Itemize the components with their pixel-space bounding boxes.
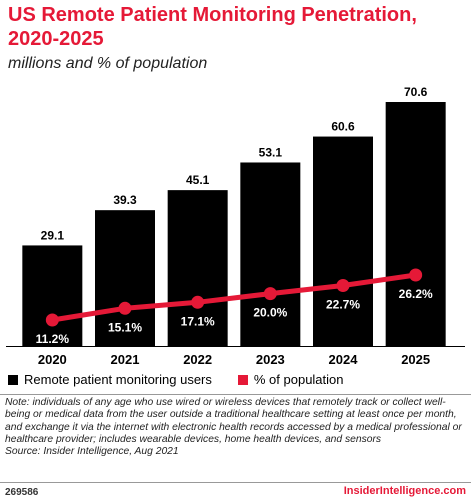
divider-bottom xyxy=(0,482,471,483)
divider-top xyxy=(0,394,471,395)
bar-2025 xyxy=(385,102,446,346)
bar-2023 xyxy=(240,162,301,346)
x-tick-label: 2022 xyxy=(183,352,212,367)
bar-2021 xyxy=(95,210,155,346)
chart-plot: 29.1 2020 39.3 2021 45.1 2022 53.1 2023 60.6 2024… xyxy=(6,85,465,367)
x-tick-label: 2020 xyxy=(38,352,67,367)
line-series-percent xyxy=(51,272,417,323)
line-value-label: 11.2% xyxy=(36,332,70,346)
bar-2024 xyxy=(313,136,373,346)
bar-value-label: 60.6 xyxy=(331,120,355,134)
line-value-label: 20.0% xyxy=(253,306,287,320)
bar-value-label: 45.1 xyxy=(186,173,210,187)
bar-2020 xyxy=(22,245,83,346)
line-point-2023 xyxy=(263,287,277,301)
chart-subtitle: millions and % of population xyxy=(8,55,208,72)
bar-value-label: 39.3 xyxy=(113,193,137,207)
chart-title: US Remote Patient Monitoring Penetration… xyxy=(8,4,417,50)
x-tick-label: 2025 xyxy=(401,352,430,367)
bar-value-label: 29.1 xyxy=(41,228,65,242)
x-tick-label: 2023 xyxy=(256,352,285,367)
line-point-2025 xyxy=(409,268,423,282)
legend-label-bars: Remote patient monitoring users xyxy=(24,372,212,387)
legend-label-line: % of population xyxy=(253,372,344,387)
bar-2022 xyxy=(167,190,228,346)
line-point-2021 xyxy=(118,301,132,315)
line-point-2022 xyxy=(191,295,205,309)
chart-id: 269586 xyxy=(5,487,39,498)
line-point-2020 xyxy=(45,313,59,327)
source-text: Source: Insider Intelligence, Aug 2021 xyxy=(5,446,179,458)
bar-value-label: 53.1 xyxy=(259,145,283,159)
x-tick-label: 2021 xyxy=(111,352,140,367)
legend-item-bars: Remote patient monitoring users xyxy=(8,372,212,387)
brand-link[interactable]: InsiderIntelligence.com xyxy=(343,485,466,497)
legend-swatch-line xyxy=(237,374,248,385)
bar-value-label: 70.6 xyxy=(404,85,428,99)
line-point-2024 xyxy=(336,279,350,292)
chart-legend: Remote patient monitoring users % of pop… xyxy=(8,372,370,387)
chart-note: Note: individuals of any age who use wir… xyxy=(5,397,467,458)
line-value-label: 26.2% xyxy=(399,287,433,301)
line-value-label: 17.1% xyxy=(181,314,215,328)
line-value-label: 22.7% xyxy=(326,298,360,312)
note-text: Note: individuals of any age who use wir… xyxy=(5,397,462,445)
x-tick-label: 2024 xyxy=(329,352,359,367)
legend-swatch-bars xyxy=(8,374,18,385)
line-value-label: 15.1% xyxy=(108,320,142,334)
legend-item-line: % of population xyxy=(237,372,344,387)
